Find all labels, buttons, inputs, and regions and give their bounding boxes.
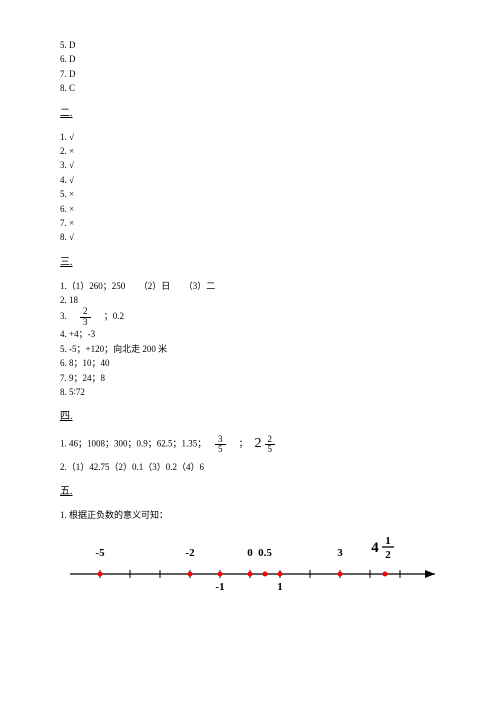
tf-num: 1 [60, 132, 65, 142]
tf-row: 3. √ [60, 158, 440, 172]
tf-num: 4 [60, 175, 65, 185]
tf-num: 7 [60, 218, 65, 228]
mixed-whole: 2 [255, 433, 262, 455]
section-2-answers: 1. √ 2. × 3. √ 4. √ 5. × 6. × 7. × 8. √ [60, 130, 440, 245]
tf-row: 1. √ [60, 130, 440, 144]
s4-l1: 1. 46；1008；300；0.9；62.5；1.35； 3 5 ； 2 2 … [60, 433, 440, 455]
svg-text:-2: -2 [185, 547, 195, 559]
tf-mark: √ [69, 132, 74, 142]
svg-text:2: 2 [385, 549, 391, 561]
section-4-body: 1. 46；1008；300；0.9；62.5；1.35； 3 5 ； 2 2 … [60, 433, 440, 474]
s3-l1: 1.（1）260；250 （2）日 （3）二 [60, 279, 440, 293]
tf-row: 4. √ [60, 173, 440, 187]
tf-mark: × [69, 204, 74, 214]
s3-l3-pre: 3. [60, 311, 76, 321]
ans-num: 8 [60, 83, 65, 93]
ans-val: D [69, 69, 76, 79]
section-3-head: 三. [60, 255, 440, 271]
s3-l5: 5. -5；+120；向北走 200 米 [60, 342, 440, 356]
tf-num: 3 [60, 160, 65, 170]
svg-text:1: 1 [277, 581, 283, 593]
ans-val: D [69, 40, 76, 50]
ans-num: 7 [60, 69, 65, 79]
s3-l3: 3. 2 3 ；0.2 [60, 307, 440, 327]
number-line-svg: -5-2-100.513412 [60, 534, 440, 604]
tf-row: 8. √ [60, 230, 440, 244]
ans-row: 6. D [60, 52, 440, 66]
tf-mark: × [69, 218, 74, 228]
ans-row: 8. C [60, 81, 440, 95]
number-line-diagram: -5-2-100.513412 [60, 534, 440, 604]
fraction-3-5: 3 5 [215, 435, 226, 455]
ans-num: 6 [60, 54, 65, 64]
s3-l7: 7. 9；24；8 [60, 371, 440, 385]
fraction-2-5: 2 5 [265, 435, 276, 455]
tf-row: 6. × [60, 202, 440, 216]
s4-l1-pre: 1. 46；1008；300；0.9；62.5；1.35； [60, 439, 211, 449]
frac-den: 5 [265, 445, 276, 454]
svg-text:0.5: 0.5 [258, 547, 272, 559]
tf-mark: √ [69, 175, 74, 185]
frac-den: 5 [215, 445, 226, 454]
svg-text:-1: -1 [215, 581, 224, 593]
tf-mark: × [69, 189, 74, 199]
s3-l3-post: ；0.2 [95, 311, 124, 321]
s3-l2: 2. 18 [60, 293, 440, 307]
s4-mid: ； [230, 439, 253, 449]
ans-val: D [69, 54, 76, 64]
section-4-head: 四. [60, 409, 440, 425]
tf-num: 8 [60, 232, 65, 242]
s3-l6: 6. 8；10；40 [60, 356, 440, 370]
tf-row: 7. × [60, 216, 440, 230]
tf-mark: √ [69, 232, 74, 242]
ans-val: C [69, 83, 75, 93]
svg-text:1: 1 [385, 535, 391, 547]
ans-row: 7. D [60, 67, 440, 81]
ans-row: 5. D [60, 38, 440, 52]
svg-text:3: 3 [337, 547, 343, 559]
tf-mark: × [69, 146, 74, 156]
tf-mark: √ [69, 160, 74, 170]
tf-row: 5. × [60, 187, 440, 201]
svg-text:0: 0 [247, 547, 253, 559]
fraction-2-3: 2 3 [80, 307, 91, 327]
frac-den: 3 [80, 318, 91, 327]
tf-row: 2. × [60, 144, 440, 158]
s5-l1: 1. 根据正负数的意义可知： [60, 508, 440, 522]
tf-num: 2 [60, 146, 65, 156]
section-5-head: 五. [60, 484, 440, 500]
s4-l2: 2.（1）42.75（2）0.1（3）0.2（4）6 [60, 460, 440, 474]
tf-num: 6 [60, 204, 65, 214]
section-3-body: 1.（1）260；250 （2）日 （3）二 2. 18 3. 2 3 ；0.2… [60, 279, 440, 400]
section-1-answers: 5. D 6. D 7. D 8. C [60, 38, 440, 96]
s3-l8: 8. 5∶72 [60, 385, 440, 399]
svg-text:-5: -5 [95, 547, 105, 559]
s3-l4: 4. +4；-3 [60, 327, 440, 341]
section-2-head: 二. [60, 106, 440, 122]
svg-text:4: 4 [371, 540, 379, 556]
tf-num: 5 [60, 189, 65, 199]
ans-num: 5 [60, 40, 65, 50]
